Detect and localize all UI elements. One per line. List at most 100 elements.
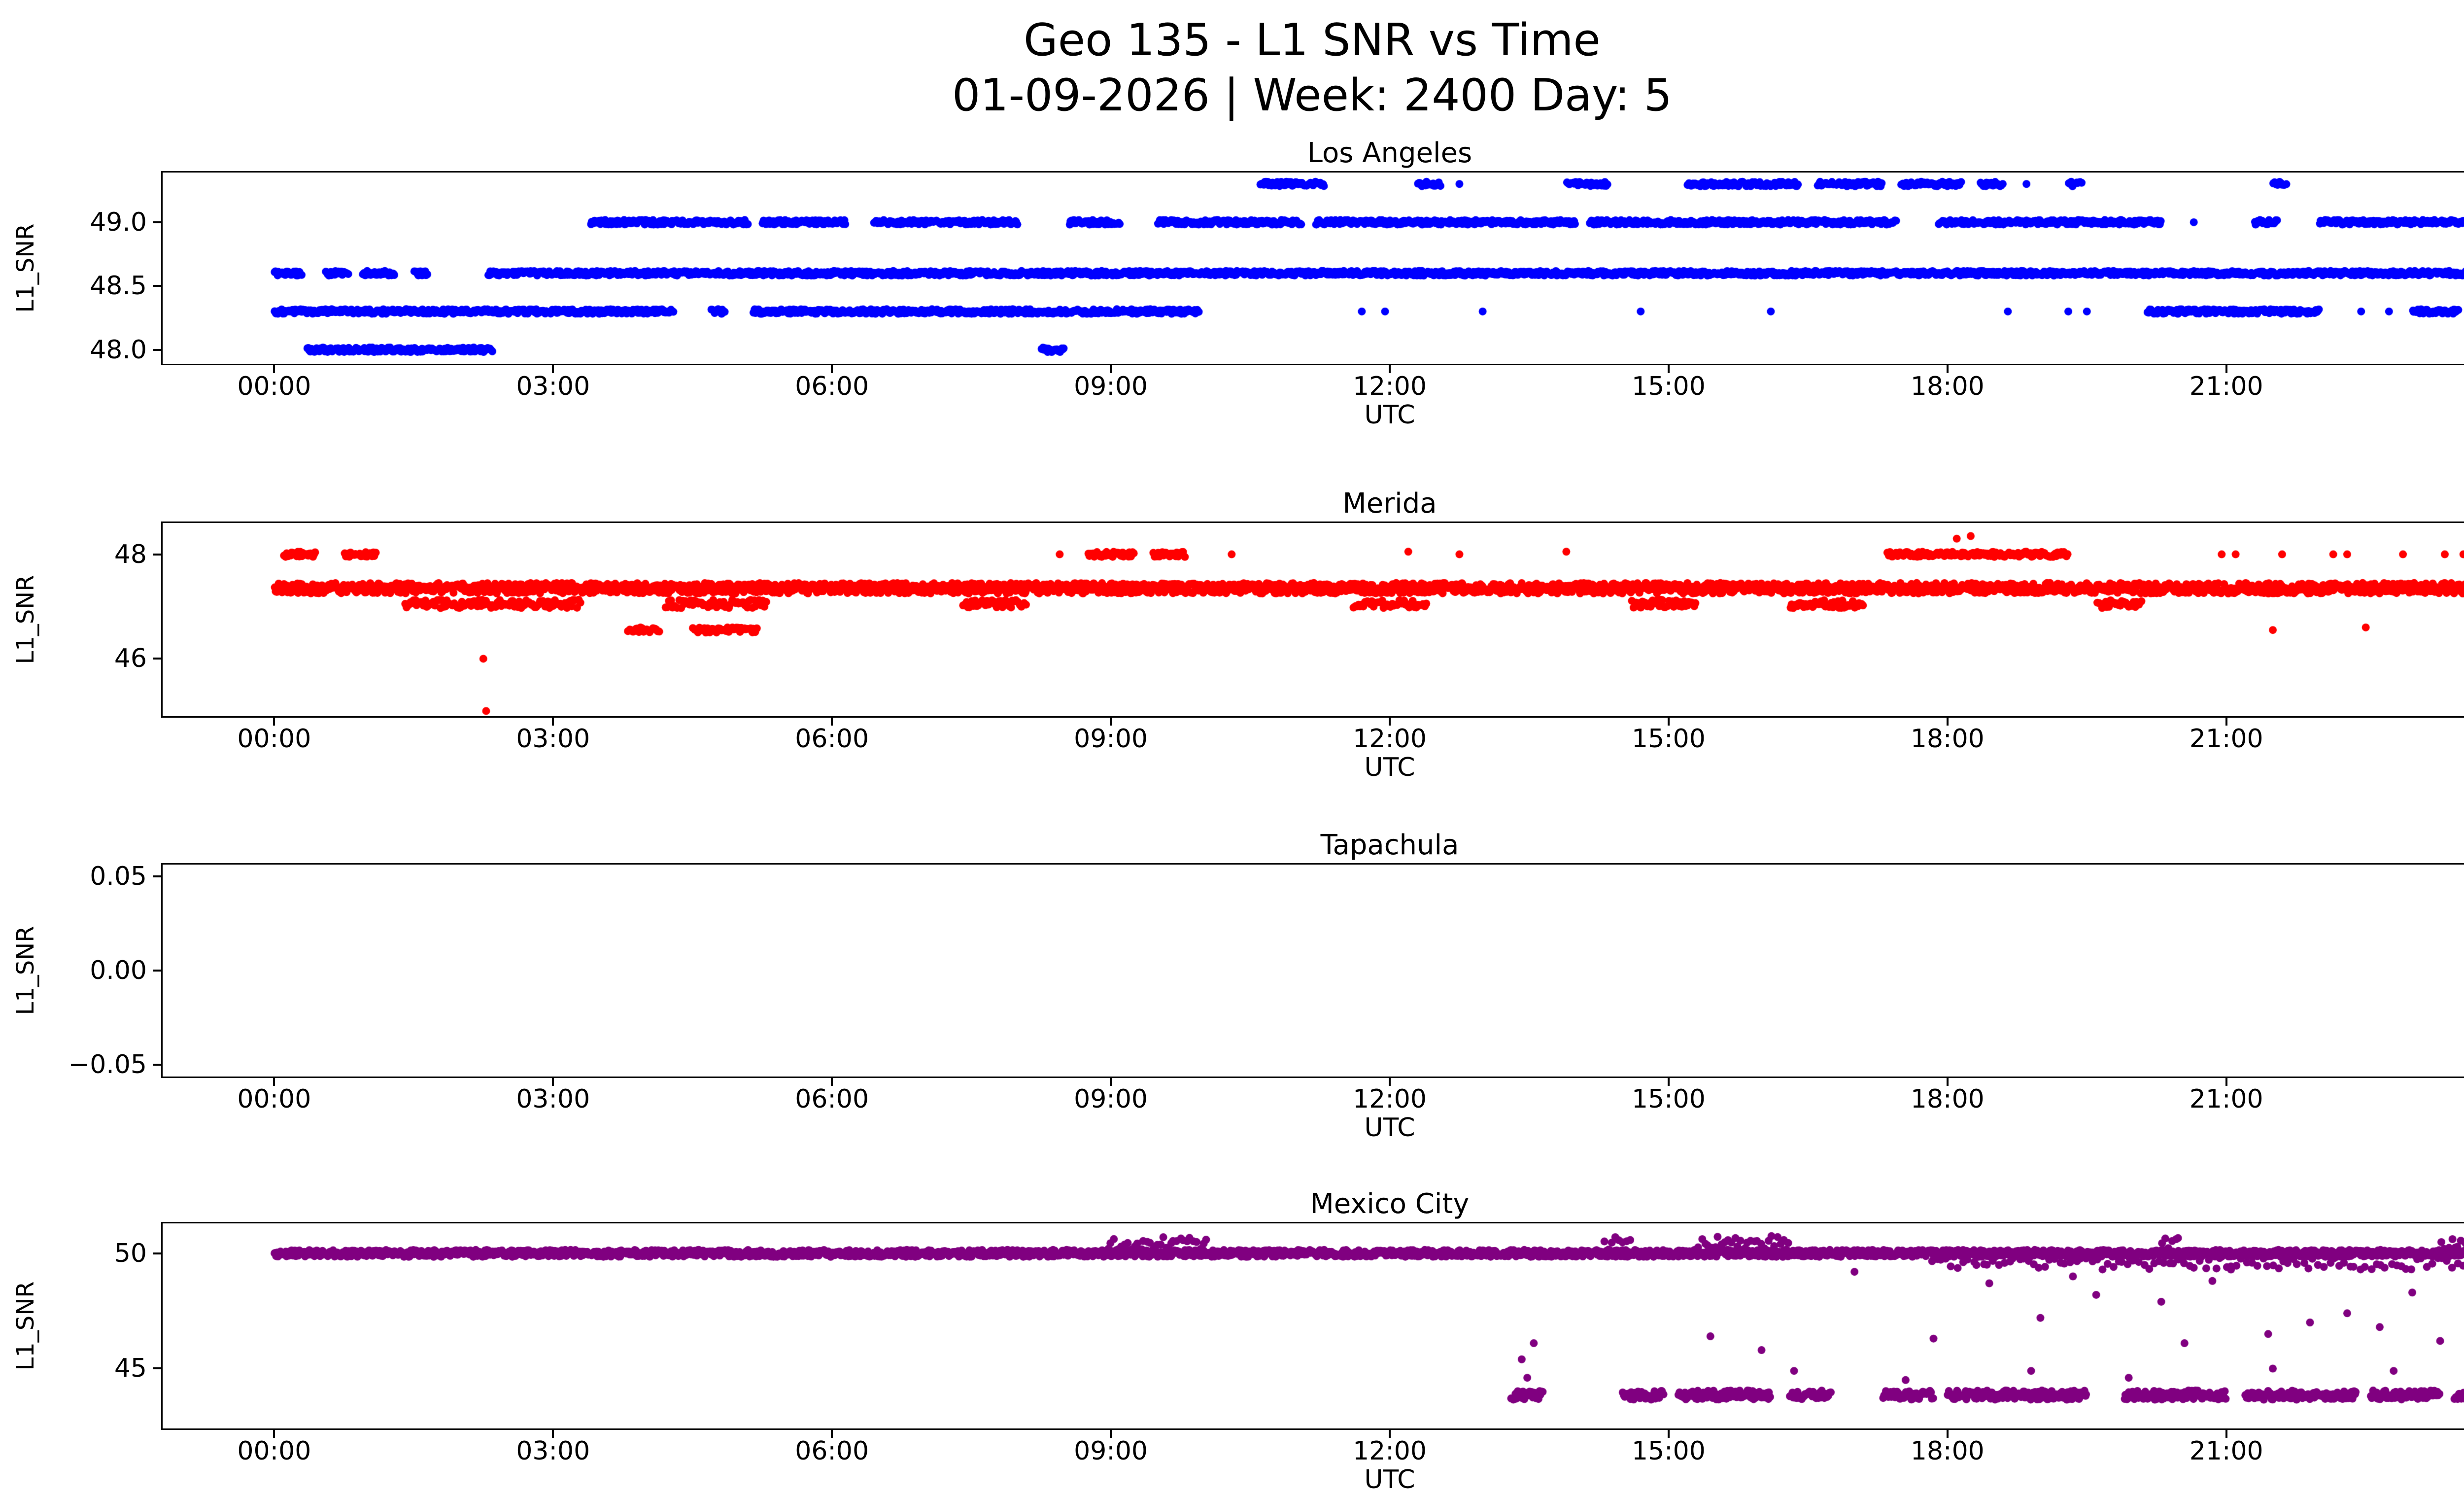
x-tick-label: 15:00 — [1631, 372, 1706, 401]
x-tick-mark — [831, 1078, 833, 1086]
x-tick-mark — [273, 1078, 275, 1086]
x-axis-label: UTC — [1364, 1113, 1415, 1143]
y-tick-label: 0.00 — [90, 956, 147, 985]
y-tick-label: 49.0 — [90, 207, 147, 237]
x-tick-mark — [831, 1430, 833, 1438]
y-tick-label: 45 — [114, 1354, 147, 1384]
x-tick-mark — [273, 718, 275, 726]
y-tick-mark — [153, 658, 161, 660]
x-tick-label: 00:00 — [2446, 1084, 2464, 1114]
x-tick-label: 00:00 — [2446, 1436, 2464, 1466]
x-tick-mark — [273, 1430, 275, 1438]
x-tick-mark — [1946, 1430, 1949, 1438]
x-tick-mark — [831, 718, 833, 726]
y-tick-label: 46 — [114, 644, 147, 674]
x-axis-label: UTC — [1364, 753, 1415, 782]
x-tick-label: 18:00 — [1910, 1436, 1985, 1466]
x-tick-mark — [552, 718, 554, 726]
x-tick-mark — [1110, 1078, 1112, 1086]
x-tick-label: 03:00 — [516, 372, 590, 401]
plot-area — [161, 863, 2464, 1078]
figure-title-block: Geo 135 - L1 SNR vs Time 01-09-2026 | We… — [0, 13, 2464, 123]
x-tick-label: 21:00 — [2189, 372, 2263, 401]
x-tick-label: 09:00 — [1074, 1436, 1148, 1466]
x-tick-label: 21:00 — [2189, 1436, 2263, 1466]
y-tick-mark — [153, 1252, 161, 1254]
x-tick-label: 03:00 — [516, 1084, 590, 1114]
x-tick-label: 06:00 — [795, 1084, 869, 1114]
x-tick-mark — [1667, 718, 1670, 726]
x-tick-mark — [1110, 1430, 1112, 1438]
x-tick-label: 03:00 — [516, 724, 590, 754]
x-tick-mark — [552, 365, 554, 373]
x-axis-label: UTC — [1364, 400, 1415, 430]
subplot-title: Mexico City — [1310, 1188, 1470, 1220]
plot-area — [161, 522, 2464, 718]
x-tick-label: 18:00 — [1910, 1084, 1985, 1114]
x-tick-label: 09:00 — [1074, 724, 1148, 754]
x-tick-label: 06:00 — [795, 1436, 869, 1466]
y-tick-label: 50 — [114, 1238, 147, 1268]
x-tick-mark — [273, 365, 275, 373]
y-tick-mark — [153, 1367, 161, 1370]
x-tick-mark — [831, 365, 833, 373]
subplot-title: Los Angeles — [1307, 137, 1472, 169]
scatter-canvas — [163, 523, 2464, 716]
x-tick-label: 21:00 — [2189, 1084, 2263, 1114]
y-tick-mark — [153, 348, 161, 351]
x-tick-mark — [552, 1430, 554, 1438]
y-tick-mark — [153, 221, 161, 223]
subplot-title: Merida — [1342, 487, 1437, 520]
x-tick-mark — [2225, 1430, 2227, 1438]
y-tick-label: 48 — [114, 539, 147, 569]
x-tick-label: 12:00 — [1353, 1084, 1427, 1114]
x-tick-mark — [1110, 718, 1112, 726]
x-tick-label: 06:00 — [795, 724, 869, 754]
x-tick-label: 00:00 — [2446, 724, 2464, 754]
x-tick-mark — [1389, 1078, 1391, 1086]
x-tick-mark — [1667, 365, 1670, 373]
x-tick-mark — [2225, 1078, 2227, 1086]
y-tick-label: 48.0 — [90, 335, 147, 365]
scatter-canvas — [163, 865, 2464, 1077]
y-tick-label: 48.5 — [90, 271, 147, 301]
figure-subtitle: 01-09-2026 | Week: 2400 Day: 5 — [952, 69, 1673, 121]
x-tick-mark — [1667, 1078, 1670, 1086]
x-axis-label: UTC — [1364, 1465, 1415, 1495]
x-tick-label: 15:00 — [1631, 1436, 1706, 1466]
x-tick-mark — [1946, 718, 1949, 726]
scatter-canvas — [163, 173, 2464, 364]
subplot-title: Tapachula — [1320, 829, 1459, 861]
x-tick-label: 06:00 — [795, 372, 869, 401]
y-tick-mark — [153, 970, 161, 972]
x-tick-label: 00:00 — [237, 372, 311, 401]
x-tick-label: 15:00 — [1631, 1084, 1706, 1114]
x-tick-mark — [1946, 1078, 1949, 1086]
x-tick-label: 03:00 — [516, 1436, 590, 1466]
y-tick-mark — [153, 285, 161, 287]
y-tick-label: 0.05 — [90, 862, 147, 892]
x-tick-label: 15:00 — [1631, 724, 1706, 754]
x-tick-mark — [2225, 718, 2227, 726]
x-tick-mark — [1667, 1430, 1670, 1438]
x-tick-mark — [1389, 365, 1391, 373]
x-tick-label: 00:00 — [237, 1084, 311, 1114]
x-tick-label: 18:00 — [1910, 724, 1985, 754]
x-tick-label: 12:00 — [1353, 1436, 1427, 1466]
x-tick-label: 09:00 — [1074, 372, 1148, 401]
scatter-canvas — [163, 1223, 2464, 1428]
x-tick-mark — [1389, 1430, 1391, 1438]
x-tick-label: 21:00 — [2189, 724, 2263, 754]
y-tick-label: −0.05 — [68, 1049, 147, 1079]
x-tick-mark — [1946, 365, 1949, 373]
x-tick-label: 00:00 — [237, 724, 311, 754]
x-tick-label: 00:00 — [2446, 372, 2464, 401]
x-tick-mark — [2225, 365, 2227, 373]
x-tick-mark — [1110, 365, 1112, 373]
y-tick-mark — [153, 553, 161, 556]
x-tick-label: 09:00 — [1074, 1084, 1148, 1114]
x-tick-label: 12:00 — [1353, 724, 1427, 754]
x-tick-label: 12:00 — [1353, 372, 1427, 401]
y-tick-mark — [153, 1063, 161, 1066]
x-tick-label: 00:00 — [237, 1436, 311, 1466]
